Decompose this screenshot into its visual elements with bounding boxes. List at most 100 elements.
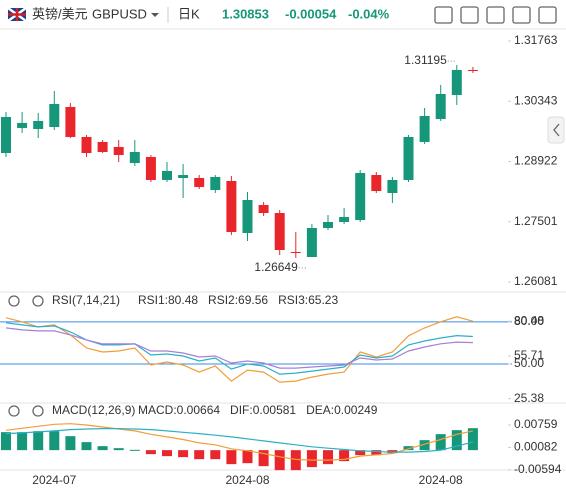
candle-body [210,177,221,190]
macd-bar [33,431,44,451]
macd-bar [435,434,446,451]
candle-body [162,170,172,180]
macd-bar [306,450,317,468]
tools-button[interactable] [486,6,505,24]
y-tick-label: -0.00594 [514,462,562,476]
dropdown-arrow[interactable] [151,13,159,17]
macd-bar [97,446,108,451]
candle-body [49,103,60,128]
candle-body [194,177,205,187]
candle-body [290,251,301,254]
candle-body [178,175,189,178]
legend-entry: DIF:0.00581 [230,403,296,417]
collapse-button[interactable] [547,116,565,144]
macd-bar [65,436,76,451]
settings-icon[interactable] [32,295,44,307]
macd-bar [210,450,221,460]
change-pct: -0.04% [348,6,390,21]
macd-bar [129,449,140,451]
candle-body [306,227,317,258]
y-tick-label: 1.26081 [514,274,558,288]
macd-bar [178,450,189,458]
x-tick-label: 2024-07 [32,473,76,487]
candle-body [451,69,462,95]
candle-body [339,217,350,223]
legend-entry: MACD:0.00664 [138,403,220,417]
period[interactable]: 日K [178,6,200,21]
candle-body [258,205,269,214]
high-label: 1.31195 [404,53,447,67]
y-tick-label: 0.00759 [514,417,558,431]
macd-bar [226,450,237,465]
collapse-arrow[interactable] [553,123,560,137]
y-tick-label: 1.30343 [514,93,558,107]
macd-bar [194,450,205,460]
candle-body [387,179,398,193]
candle-body [355,172,366,221]
macd-bar [451,430,462,451]
macd-bar [403,446,414,451]
y-tick-label: 50.00 [514,356,544,370]
candle-body [323,222,333,228]
y-tick-label: 80.48 [514,313,544,327]
candle-body [419,115,430,142]
candle-body [129,151,140,164]
rsi-line [5,316,474,383]
candle-body [145,156,156,180]
pair-symbol[interactable]: GBPUSD [92,6,147,21]
macd-bar [467,428,478,451]
macd-title: MACD(12,26,9) [52,403,135,417]
macd-line [5,423,474,461]
macd-bar [355,450,366,456]
fullscreen-button[interactable] [512,6,531,24]
candle-body [81,136,92,154]
rsi-line [5,327,473,369]
macd-line [5,428,474,453]
macd-bar [419,440,430,451]
candle-body [226,180,237,233]
candle-body [403,136,414,180]
candle-body [371,175,382,192]
low-label: 1.26649 [254,260,298,274]
y-tick-label: 25.38 [514,391,544,405]
legend-entry: RSI1:80.48 [138,293,198,307]
macd-bar [1,432,11,451]
macd-bar [113,448,124,451]
macd-bar [17,432,28,451]
macd-bar [49,431,60,451]
y-tick-label: 1.31763 [514,33,558,47]
price: 1.30853 [222,6,269,21]
eye-icon[interactable] [8,295,20,307]
macd-header: MACD(12,26,9) [8,403,135,417]
legend-entry: RSI2:69.56 [208,293,268,307]
y-tick-label: 1.28922 [514,154,558,168]
macd-bar [242,450,253,464]
eye-icon[interactable] [8,405,20,417]
macd-bar [323,450,333,465]
x-tick-label: 2024-08 [419,473,463,487]
header: 英镑/美元 GBPUSD 日K 1.30853 -0.00054 -0.04% [0,6,566,30]
candle-body [33,120,44,129]
rsi-title: RSI(7,14,21) [52,293,120,307]
y-tick-label: 80.00 [514,314,544,328]
candle-body [274,213,285,251]
rsi-header: RSI(7,14,21) [8,293,120,307]
candle-body [113,146,124,155]
macd-bar [371,450,382,456]
candle-body [242,199,253,233]
settings-icon[interactable] [32,405,44,417]
macd-bar [162,450,172,457]
macd-bar [258,450,269,467]
legend-entry: DEA:0.00249 [306,403,378,417]
candle-body [1,116,11,154]
pair-name[interactable]: 英镑/美元 [32,6,88,21]
macd-bar [81,442,92,451]
change: -0.00054 [285,6,337,21]
macd-bar [290,450,301,471]
settings-button[interactable] [538,6,557,24]
draw-button[interactable] [434,6,453,24]
legend-entry: RSI3:65.23 [278,293,338,307]
macd-bar [145,450,156,455]
indicator-button[interactable] [460,6,479,24]
